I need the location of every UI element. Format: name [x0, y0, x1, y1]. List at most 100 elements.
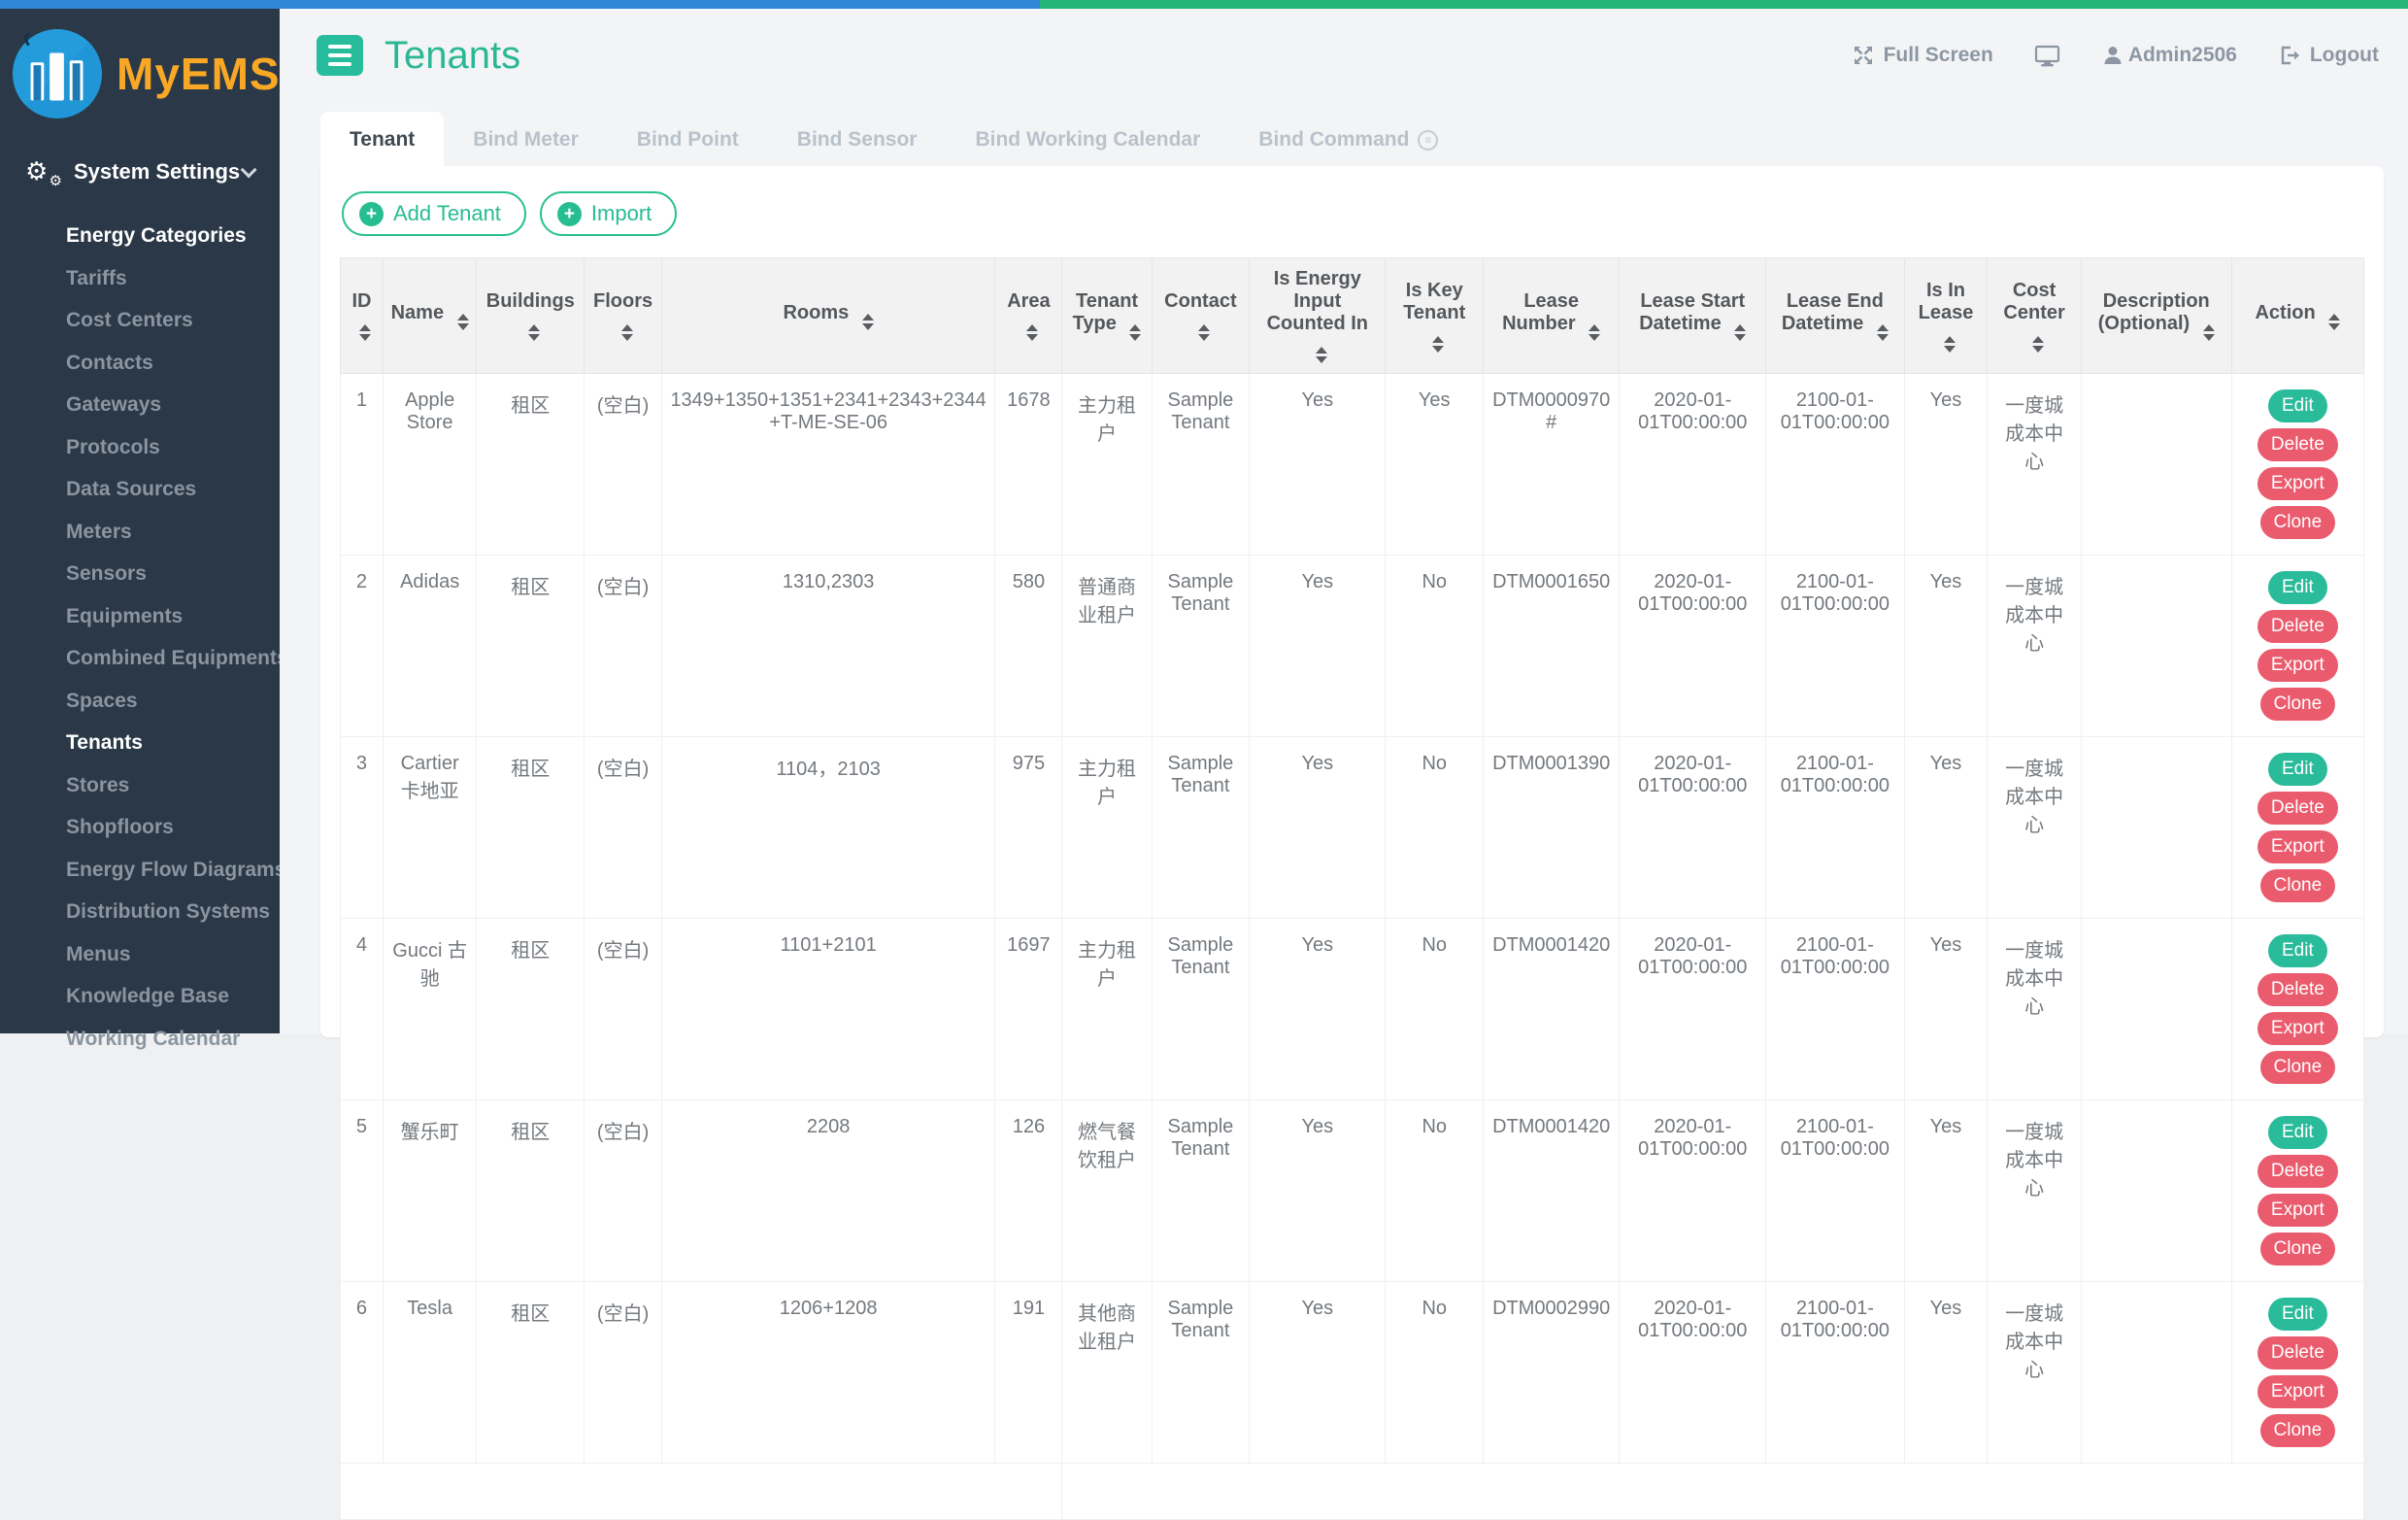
sort-icon: [1943, 335, 1956, 353]
sort-icon: [2032, 335, 2045, 353]
sidebar-item[interactable]: Sensors: [66, 562, 147, 585]
edit-button[interactable]: Edit: [2268, 934, 2327, 967]
edit-button[interactable]: Edit: [2268, 389, 2327, 422]
cell-cost-center: 一度城成本中心: [1987, 736, 2082, 919]
sidebar-section-system-settings[interactable]: ⚙ ⚙ System Settings: [0, 133, 280, 189]
column-header[interactable]: Rooms: [660, 257, 996, 374]
display-toggle-button[interactable]: [2034, 44, 2060, 67]
tab[interactable]: Bind Command ≡: [1229, 112, 1467, 166]
add-tenant-button[interactable]: + Add Tenant: [342, 191, 526, 236]
tab[interactable]: Bind Sensor: [768, 112, 947, 166]
sidebar-item[interactable]: Data Sources: [66, 478, 197, 500]
delete-button[interactable]: Delete: [2257, 428, 2338, 461]
edit-button[interactable]: Edit: [2268, 1116, 2327, 1149]
sidebar-item[interactable]: Gateways: [66, 393, 162, 416]
tab[interactable]: Bind Meter: [444, 112, 608, 166]
sidebar-section-label: System Settings: [74, 159, 241, 184]
topbar-right: Full Screen Admin2506: [1852, 44, 2379, 67]
column-header[interactable]: Description (Optional): [2080, 257, 2232, 374]
export-button[interactable]: Export: [2257, 467, 2338, 500]
sidebar-item[interactable]: Distribution Systems: [66, 900, 271, 923]
sidebar-item[interactable]: Tenants: [66, 731, 143, 754]
sidebar-item[interactable]: Equipments: [66, 604, 184, 627]
column-header[interactable]: Name: [382, 257, 478, 374]
cell-id: 6: [340, 1281, 384, 1464]
column-header[interactable]: ID: [340, 257, 384, 374]
sidebar-item[interactable]: Spaces: [66, 689, 138, 712]
tab[interactable]: Tenant: [320, 112, 445, 166]
edit-button[interactable]: Edit: [2268, 571, 2327, 604]
column-header[interactable]: Lease Number: [1483, 257, 1621, 374]
column-header[interactable]: Lease End Datetime: [1765, 257, 1905, 374]
sort-icon: [1876, 324, 1889, 341]
delete-button[interactable]: Delete: [2257, 973, 2338, 1006]
cell-lease-end: 2100-01-01T00:00:00: [1765, 918, 1905, 1100]
export-button[interactable]: Export: [2257, 1194, 2338, 1227]
export-button[interactable]: Export: [2257, 830, 2338, 863]
sidebar-item[interactable]: Tariffs: [66, 266, 127, 289]
cell-lease-number: DTM0001420: [1483, 918, 1621, 1100]
column-header[interactable]: Area: [994, 257, 1063, 374]
sidebar-item[interactable]: Combined Equipments: [66, 647, 288, 669]
cell-rooms: 1104，2103: [660, 736, 996, 919]
cell-id: 2: [340, 555, 384, 737]
action-buttons: Edit Delete Export Clone: [2240, 1298, 2356, 1447]
column-header[interactable]: Floors: [584, 257, 662, 374]
delete-button[interactable]: Delete: [2257, 792, 2338, 825]
clone-button[interactable]: Clone: [2259, 506, 2336, 539]
sidebar-item[interactable]: Stores: [66, 773, 130, 796]
full-screen-button[interactable]: Full Screen: [1852, 44, 1993, 67]
sidebar-item[interactable]: Knowledge Base: [66, 985, 230, 1007]
sidebar-item[interactable]: Energy Categories: [66, 224, 247, 247]
delete-button[interactable]: Delete: [2257, 1155, 2338, 1188]
column-header[interactable]: Action: [2230, 257, 2365, 374]
sidebar-item[interactable]: Contacts: [66, 351, 153, 374]
export-button[interactable]: Export: [2257, 649, 2338, 682]
edit-button[interactable]: Edit: [2268, 1298, 2327, 1331]
edit-button[interactable]: Edit: [2268, 753, 2327, 786]
tab[interactable]: Bind Working Calendar: [946, 112, 1229, 166]
column-header[interactable]: Is Key Tenant: [1385, 257, 1485, 374]
user-menu[interactable]: Admin2506: [2101, 44, 2237, 67]
cell-floors: (空白): [584, 736, 662, 919]
clone-button[interactable]: Clone: [2259, 1233, 2336, 1266]
logout-button[interactable]: Logout: [2278, 44, 2379, 67]
sidebar: MyEMS ⚙ ⚙ System Settings Energy Categori…: [0, 9, 288, 1050]
cell-tenant-type: 主力租户: [1061, 736, 1153, 919]
action-buttons: Edit Delete Export Clone: [2240, 389, 2356, 539]
sidebar-item[interactable]: Cost Centers: [66, 309, 193, 331]
column-header[interactable]: Buildings: [476, 257, 585, 374]
sort-icon: [1734, 324, 1747, 341]
column-label: Description (Optional): [2097, 290, 2210, 334]
export-button[interactable]: Export: [2257, 1375, 2338, 1408]
cell-area: 1678: [994, 373, 1063, 556]
cell-name: Apple Store: [382, 373, 478, 556]
cell-is-in-lease: Yes: [1903, 1099, 1989, 1282]
delete-button[interactable]: Delete: [2257, 1336, 2338, 1369]
column-header[interactable]: Lease Start Datetime: [1619, 257, 1767, 374]
delete-button[interactable]: Delete: [2257, 610, 2338, 643]
sidebar-item[interactable]: Meters: [66, 520, 132, 543]
clone-button[interactable]: Clone: [2259, 1414, 2336, 1447]
export-button[interactable]: Export: [2257, 1012, 2338, 1045]
cell-is-key-tenant: No: [1385, 1099, 1485, 1282]
cell-area: 191: [994, 1281, 1063, 1464]
tab-label: Bind Command: [1258, 128, 1410, 151]
sidebar-item[interactable]: Menus: [66, 942, 131, 965]
tab[interactable]: Bind Point: [608, 112, 768, 166]
clone-button[interactable]: Clone: [2259, 1051, 2336, 1084]
sidebar-item[interactable]: Working Calendar: [66, 1027, 241, 1050]
column-header[interactable]: Is In Lease: [1903, 257, 1989, 374]
clone-button[interactable]: Clone: [2259, 869, 2336, 902]
column-header[interactable]: Cost Center: [1987, 257, 2082, 374]
column-header[interactable]: Is Energy Input Counted In: [1249, 257, 1387, 374]
import-button[interactable]: + Import: [539, 191, 678, 236]
column-label: Lease Start Datetime: [1639, 290, 1746, 334]
column-header[interactable]: Contact: [1151, 257, 1251, 374]
sidebar-item[interactable]: Shopfloors: [66, 816, 174, 838]
sidebar-item[interactable]: Protocols: [66, 435, 160, 458]
column-header[interactable]: Tenant Type: [1061, 257, 1153, 374]
hamburger-menu-button[interactable]: [317, 35, 363, 76]
clone-button[interactable]: Clone: [2259, 688, 2336, 721]
sidebar-item[interactable]: Energy Flow Diagrams: [66, 858, 286, 881]
